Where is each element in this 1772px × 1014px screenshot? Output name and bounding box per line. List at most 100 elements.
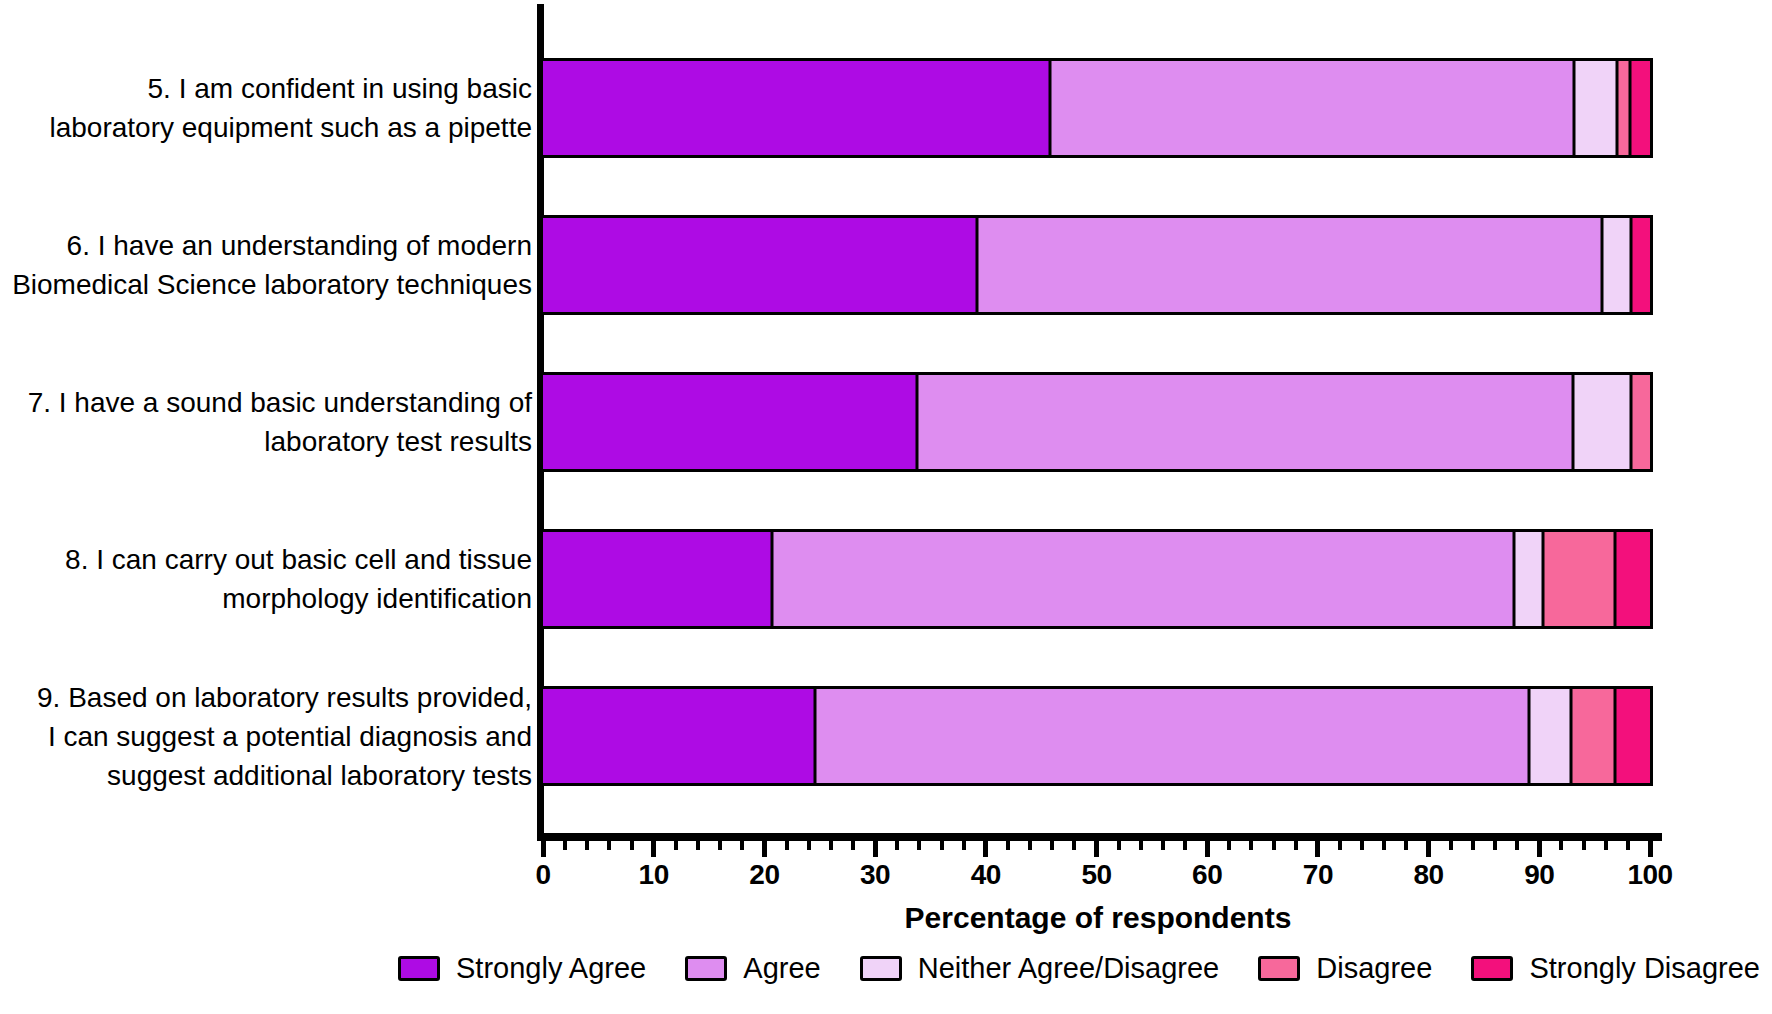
legend-swatch-disagree [1258,956,1300,981]
x-axis-tick-label: 60 [1192,859,1222,891]
x-axis-minor-tick [1360,841,1364,850]
category-label-line: 9. Based on laboratory results provided, [0,678,532,717]
bar-segment-strongly-disagree [1631,218,1650,312]
x-axis-minor-tick [563,841,567,850]
x-axis-minor-tick [917,841,921,850]
x-axis-minor-tick [740,841,744,850]
segment-divider [1528,689,1531,783]
segment-divider [1629,61,1632,155]
bar-segment-strongly-agree [543,61,1050,155]
bar-segment-strongly-disagree [1615,532,1650,626]
category-label-line: 6. I have an understanding of modern [0,226,532,265]
category-label-line: 8. I can carry out basic cell and tissue [0,540,532,579]
x-axis-minor-tick [1582,841,1586,850]
x-axis-major-tick [983,841,988,857]
x-axis-minor-tick [895,841,899,850]
x-axis-minor-tick [829,841,833,850]
x-axis-major-tick [1205,841,1210,857]
category-label-line: laboratory equipment such as a pipette [0,108,532,147]
x-axis-tick-label: 80 [1414,859,1444,891]
x-axis-minor-tick [1161,841,1165,850]
x-axis-tick-label: 90 [1524,859,1554,891]
x-axis-minor-tick [851,841,855,850]
segment-divider [1572,61,1575,155]
category-label-line: I can suggest a potential diagnosis and [0,717,532,756]
bar-segment-agree [815,689,1529,783]
segment-divider [1512,532,1515,626]
x-axis-tick-label: 30 [860,859,890,891]
category-label-line: Biomedical Science laboratory techniques [0,265,532,304]
x-axis-minor-tick [1072,841,1076,850]
bar-segment-agree [917,375,1572,469]
x-axis-minor-tick [1515,841,1519,850]
x-axis-tick-label: 40 [971,859,1001,891]
x-axis-major-tick [1094,841,1099,857]
bar-segment-disagree [1631,375,1650,469]
x-axis-minor-tick [1139,841,1143,850]
segment-divider [1541,532,1544,626]
bar-segment-strongly-agree [543,532,772,626]
category-label: 5. I am confident in using basiclaborato… [0,58,532,158]
x-axis-minor-tick [1249,841,1253,850]
x-axis-minor-tick [1471,841,1475,850]
x-axis-minor-tick [1559,841,1563,850]
x-axis-tick-label: 0 [535,859,550,891]
category-label-line: laboratory test results [0,422,532,461]
x-axis-major-tick [1426,841,1431,857]
bar-segment-strongly-disagree [1630,61,1650,155]
x-axis-minor-tick [1050,841,1054,850]
x-axis-minor-tick [1272,841,1276,850]
x-axis-major-tick [1315,841,1320,857]
bar-row [540,58,1653,158]
legend-item-disagree: Disagree [1258,952,1432,985]
x-axis-minor-tick [630,841,634,850]
bar-segment-strongly-agree [543,689,815,783]
x-axis-title: Percentage of respondents [543,901,1653,935]
x-axis-minor-tick [1404,841,1408,850]
stacked-bar-chart: 5. I am confident in using basiclaborato… [0,0,1772,1014]
x-axis-tick-label: 20 [749,859,779,891]
x-axis-minor-tick [696,841,700,850]
bar-segment-neither-agree-disagree [1602,218,1631,312]
bar-segment-strongly-agree [543,375,917,469]
legend-item-strongly-agree: Strongly Agree [398,952,646,985]
x-axis-line [537,833,1662,841]
bar-row [540,215,1653,315]
segment-divider [916,375,919,469]
legend-label: Neither Agree/Disagree [918,952,1219,985]
bar-segment-strongly-disagree [1615,689,1650,783]
segment-divider [975,218,978,312]
segment-divider [1601,218,1604,312]
segment-divider [1630,375,1633,469]
bar-segment-agree [977,218,1602,312]
legend: Strongly AgreeAgreeNeither Agree/Disagre… [398,952,1760,985]
segment-divider [1049,61,1052,155]
category-label: 6. I have an understanding of modernBiom… [0,215,532,315]
x-axis-minor-tick [807,841,811,850]
legend-swatch-neither-agree-disagree [860,956,902,981]
x-axis-major-tick [541,841,546,857]
x-axis-tick-label: 100 [1627,859,1672,891]
x-axis-minor-tick [1626,841,1630,850]
segment-divider [1571,375,1574,469]
bar-segment-agree [1050,61,1574,155]
legend-swatch-strongly-agree [398,956,440,981]
x-axis-minor-tick [1338,841,1342,850]
x-axis-minor-tick [1382,841,1386,850]
segment-divider [771,532,774,626]
bar-segment-neither-agree-disagree [1574,61,1617,155]
x-axis-minor-tick [1117,841,1121,850]
x-axis-major-tick [873,841,878,857]
category-label: 7. I have a sound basic understanding of… [0,372,532,472]
segment-divider [1613,532,1616,626]
segment-divider [1630,218,1633,312]
segment-divider [814,689,817,783]
x-axis-minor-tick [1227,841,1231,850]
bar-segment-agree [772,532,1514,626]
legend-item-neither-agree-disagree: Neither Agree/Disagree [860,952,1219,985]
x-axis-minor-tick [674,841,678,850]
bar-row [540,686,1653,786]
category-label-line: morphology identification [0,579,532,618]
category-label-line: 7. I have a sound basic understanding of [0,383,532,422]
category-label: 8. I can carry out basic cell and tissue… [0,529,532,629]
